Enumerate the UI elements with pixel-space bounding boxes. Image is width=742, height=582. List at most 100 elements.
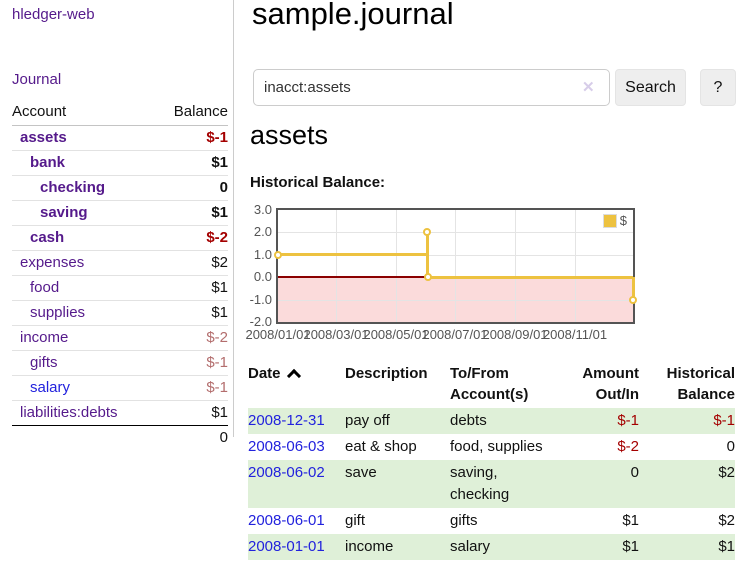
account-heading: assets: [250, 120, 329, 150]
transaction-balance: 0: [726, 438, 735, 455]
accounts-table-header: Account Balance: [12, 100, 228, 126]
transaction-balance: $2: [718, 464, 735, 481]
account-link-food[interactable]: food: [30, 279, 60, 296]
y-tick-label: 2.0: [253, 224, 272, 239]
gridline: [455, 210, 457, 322]
account-link-assets[interactable]: assets: [20, 129, 67, 146]
legend-label: $: [619, 213, 627, 228]
series-segment: [278, 253, 428, 257]
data-point-marker[interactable]: [423, 228, 432, 237]
chart-legend: $: [602, 213, 627, 228]
transaction-date-link[interactable]: 2008-06-03: [248, 438, 325, 455]
register-row[interactable]: 2008-12-31 pay off debts $-1 $-1: [248, 408, 735, 434]
x-tick-label: 2008/03/01: [303, 327, 369, 342]
account-balance: 0: [154, 175, 228, 201]
y-tick-label: 1.0: [253, 247, 272, 262]
transaction-balance: $1: [718, 538, 735, 555]
transaction-balance: $2: [718, 512, 735, 529]
transaction-balance: $-1: [713, 412, 735, 429]
register-header-date[interactable]: Date: [248, 360, 345, 408]
x-tick-label: 2008/05/01: [363, 327, 429, 342]
register-row[interactable]: 2008-06-03 eat & shop food, supplies $-2…: [248, 434, 735, 460]
transaction-date-link[interactable]: 2008-06-01: [248, 512, 325, 529]
sidebar-item-journal[interactable]: Journal: [12, 71, 62, 88]
transaction-amount: $1: [622, 512, 639, 529]
account-balance: $-2: [154, 225, 228, 251]
data-point-marker[interactable]: [629, 295, 637, 304]
account-balance: $-2: [154, 325, 228, 351]
accounts-total-value: 0: [154, 425, 228, 450]
data-point-marker[interactable]: [424, 273, 433, 282]
account-row-food: food $1: [12, 275, 228, 301]
account-balance: $1: [154, 150, 228, 176]
historical-balance-chart: 3.0 2.0 1.0 0.0 -1.0 -2.0: [245, 202, 648, 348]
transaction-accounts: food, supplies: [450, 438, 543, 455]
transaction-description: pay off: [345, 412, 390, 429]
app-title-link[interactable]: hledger-web: [12, 6, 95, 23]
account-balance: $1: [154, 200, 228, 226]
transaction-date-link[interactable]: 2008-06-02: [248, 464, 325, 481]
accounts-header-balance: Balance: [154, 100, 228, 126]
legend-swatch: [602, 213, 617, 228]
y-tick-label: 3.0: [253, 202, 272, 217]
gridline: [574, 210, 576, 322]
y-tick-label: -2.0: [249, 314, 272, 329]
account-row-expenses: expenses $2: [12, 250, 228, 276]
series-segment: [425, 232, 429, 278]
transaction-date-link[interactable]: 2008-12-31: [248, 412, 325, 429]
account-link-saving[interactable]: saving: [40, 204, 88, 221]
transaction-description: gift: [345, 512, 366, 529]
gridline: [515, 210, 517, 322]
account-balance: $2: [154, 250, 228, 276]
gridline: [278, 232, 633, 234]
sort-ascending-icon: [286, 368, 301, 384]
gridline: [395, 210, 397, 322]
account-row-checking: checking 0: [12, 175, 228, 201]
search-input[interactable]: [253, 69, 610, 106]
account-link-supplies[interactable]: supplies: [30, 304, 86, 321]
transaction-accounts: gifts: [450, 512, 478, 529]
account-row-income: income $-2: [12, 325, 228, 351]
x-tick-label: 2008/07/01: [422, 327, 488, 342]
account-row-supplies: supplies $1: [12, 300, 228, 326]
account-link-gifts[interactable]: gifts: [30, 354, 58, 371]
register-header-description: Description: [345, 365, 428, 382]
plot-area[interactable]: $: [274, 208, 637, 324]
data-point-marker[interactable]: [274, 250, 282, 259]
transaction-description: eat & shop: [345, 438, 417, 455]
register-row[interactable]: 2008-01-01 income salary $1 $1: [248, 534, 735, 560]
account-link-liabilities-debts[interactable]: liabilities:debts: [20, 404, 118, 421]
register-table: Date Description To/From Account(s) Amou…: [248, 360, 735, 560]
account-link-bank[interactable]: bank: [30, 154, 66, 171]
accounts-header-account: Account: [12, 100, 155, 126]
transaction-description: save: [345, 464, 377, 481]
x-tick-label: 2008/09/01: [482, 327, 548, 342]
account-balance: $-1: [154, 350, 228, 376]
account-link-checking[interactable]: checking: [40, 179, 106, 196]
x-tick-label: 2008/01/01: [245, 327, 311, 342]
register-row[interactable]: 2008-06-01 gift gifts $1 $2: [248, 508, 735, 534]
transaction-date-link[interactable]: 2008-01-01: [248, 538, 325, 555]
account-row-assets: assets $-1: [12, 125, 228, 151]
transaction-accounts: salary: [450, 538, 491, 555]
sidebar: hledger-web Journal Account Balance asse…: [0, 0, 234, 450]
account-link-cash[interactable]: cash: [30, 229, 65, 246]
account-row-bank: bank $1: [12, 150, 228, 176]
page-title: sample.journal: [252, 0, 454, 31]
account-link-expenses[interactable]: expenses: [20, 254, 85, 271]
account-balance: $-1: [154, 375, 228, 401]
account-balance: $1: [154, 275, 228, 301]
transaction-amount: 0: [630, 464, 639, 481]
search-button[interactable]: Search: [615, 69, 686, 106]
help-button[interactable]: ?: [700, 69, 736, 106]
series-segment: [631, 277, 635, 300]
y-tick-label: 0.0: [253, 269, 272, 284]
clear-search-icon[interactable]: ✕: [582, 79, 595, 96]
account-link-salary[interactable]: salary: [30, 379, 71, 396]
y-tick-label: -1.0: [249, 292, 272, 307]
main-content: sample.journal ✕ Search ? assets Histori…: [245, 0, 742, 582]
series-segment: [427, 275, 633, 279]
account-link-income[interactable]: income: [20, 329, 69, 346]
transaction-description: income: [345, 538, 394, 555]
register-row[interactable]: 2008-06-02 save saving, checking 0 $2: [248, 460, 735, 508]
